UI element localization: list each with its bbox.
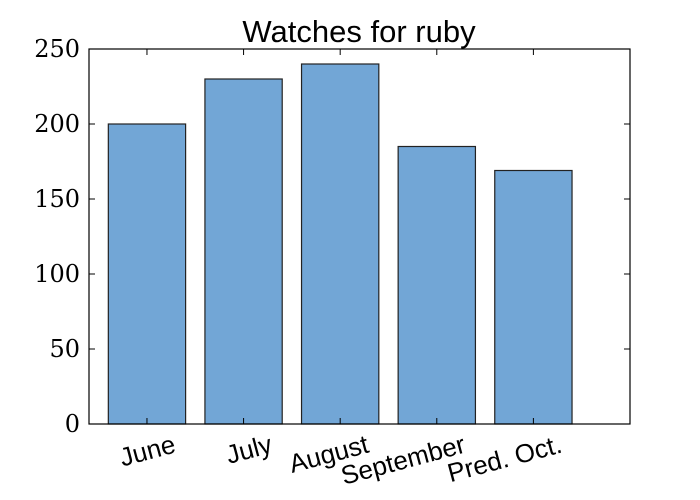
y-tick-label: 50 (49, 335, 80, 363)
bar-pred-oct (494, 169, 573, 425)
y-tick-label: 0 (65, 410, 80, 438)
bar-september (397, 145, 477, 425)
x-tick-label: June (116, 429, 178, 473)
x-tick-label: July (223, 429, 275, 470)
y-tick-label: 200 (34, 110, 80, 138)
chart-title: Watches for ruby (242, 14, 476, 49)
y-axis: 0 50 100 150 200 250 (34, 35, 630, 438)
bars-group (107, 63, 573, 425)
plot-frame (88, 48, 631, 425)
bar-june (107, 123, 187, 425)
bar-august (300, 63, 380, 425)
y-tick-label: 250 (34, 35, 80, 63)
y-tick-label: 100 (34, 260, 80, 288)
bar-july (204, 78, 283, 425)
y-tick-label: 150 (34, 185, 80, 213)
